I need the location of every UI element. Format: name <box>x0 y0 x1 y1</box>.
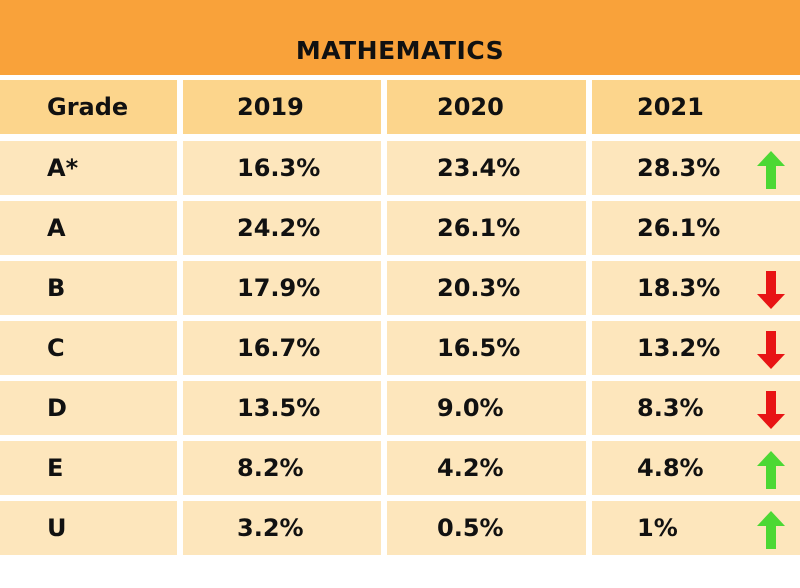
arrow-up-icon <box>757 451 785 489</box>
cell-text: 16.7% <box>237 334 321 362</box>
cell-text: 13.5% <box>237 394 321 422</box>
table-cell-grade: B <box>0 261 177 315</box>
table-cell-2019: 24.2% <box>183 201 381 255</box>
table-cell-grade: A <box>0 201 177 255</box>
table-cell-grade: D <box>0 381 177 435</box>
table-cell-2019: 13.5% <box>183 381 381 435</box>
cell-text: A* <box>47 154 79 182</box>
cell-text: E <box>47 454 64 482</box>
cell-text: 4.2% <box>437 454 504 482</box>
table-cell-grade: A* <box>0 141 177 195</box>
table-cell-2021: 26.1% <box>592 201 800 255</box>
cell-text: U <box>47 514 67 542</box>
header-2021: 2021 <box>592 80 800 134</box>
cell-text: 16.3% <box>237 154 321 182</box>
cell-text: 4.8% <box>637 454 704 482</box>
cell-text: 26.1% <box>437 214 521 242</box>
table-cell-2021: 13.2% <box>592 321 800 375</box>
table-title: MATHEMATICS <box>0 0 800 75</box>
table-cell-2020: 0.5% <box>387 501 586 555</box>
cell-text: D <box>47 394 67 422</box>
table-cell-2021: 18.3% <box>592 261 800 315</box>
table-cell-2021: 28.3% <box>592 141 800 195</box>
cell-text: 8.2% <box>237 454 304 482</box>
cell-text: 20.3% <box>437 274 521 302</box>
header-grade: Grade <box>0 80 177 134</box>
cell-text: 8.3% <box>637 394 704 422</box>
table-cell-2020: 26.1% <box>387 201 586 255</box>
table-cell-grade: E <box>0 441 177 495</box>
cell-text: 1% <box>637 514 678 542</box>
cell-text: 18.3% <box>637 274 721 302</box>
table-cell-2020: 20.3% <box>387 261 586 315</box>
table-cell-2020: 16.5% <box>387 321 586 375</box>
cell-text: A <box>47 214 66 242</box>
table-cell-2020: 4.2% <box>387 441 586 495</box>
cell-text: 28.3% <box>637 154 721 182</box>
header-2020: 2020 <box>387 80 586 134</box>
arrow-down-icon <box>757 331 785 369</box>
table-cell-2019: 3.2% <box>183 501 381 555</box>
cell-text: 9.0% <box>437 394 504 422</box>
arrow-down-icon <box>757 391 785 429</box>
table-cell-2020: 9.0% <box>387 381 586 435</box>
table-cell-2020: 23.4% <box>387 141 586 195</box>
cell-text: B <box>47 274 66 302</box>
table-cell-2021: 1% <box>592 501 800 555</box>
title-text: MATHEMATICS <box>295 36 505 65</box>
header-2019: 2019 <box>183 80 381 134</box>
cell-text: 16.5% <box>437 334 521 362</box>
arrow-up-icon <box>757 151 785 189</box>
table-cell-grade: U <box>0 501 177 555</box>
cell-text: 3.2% <box>237 514 304 542</box>
arrow-up-icon <box>757 511 785 549</box>
cell-text: 13.2% <box>637 334 721 362</box>
table-cell-2019: 16.7% <box>183 321 381 375</box>
cell-text: 17.9% <box>237 274 321 302</box>
table-cell-2019: 17.9% <box>183 261 381 315</box>
table-cell-2021: 4.8% <box>592 441 800 495</box>
cell-text: 24.2% <box>237 214 321 242</box>
table-cell-2021: 8.3% <box>592 381 800 435</box>
table-cell-2019: 8.2% <box>183 441 381 495</box>
cell-text: 0.5% <box>437 514 504 542</box>
cell-text: 23.4% <box>437 154 521 182</box>
table-cell-grade: C <box>0 321 177 375</box>
arrow-down-icon <box>757 271 785 309</box>
table-cell-2019: 16.3% <box>183 141 381 195</box>
cell-text: C <box>47 334 65 362</box>
cell-text: 26.1% <box>637 214 721 242</box>
